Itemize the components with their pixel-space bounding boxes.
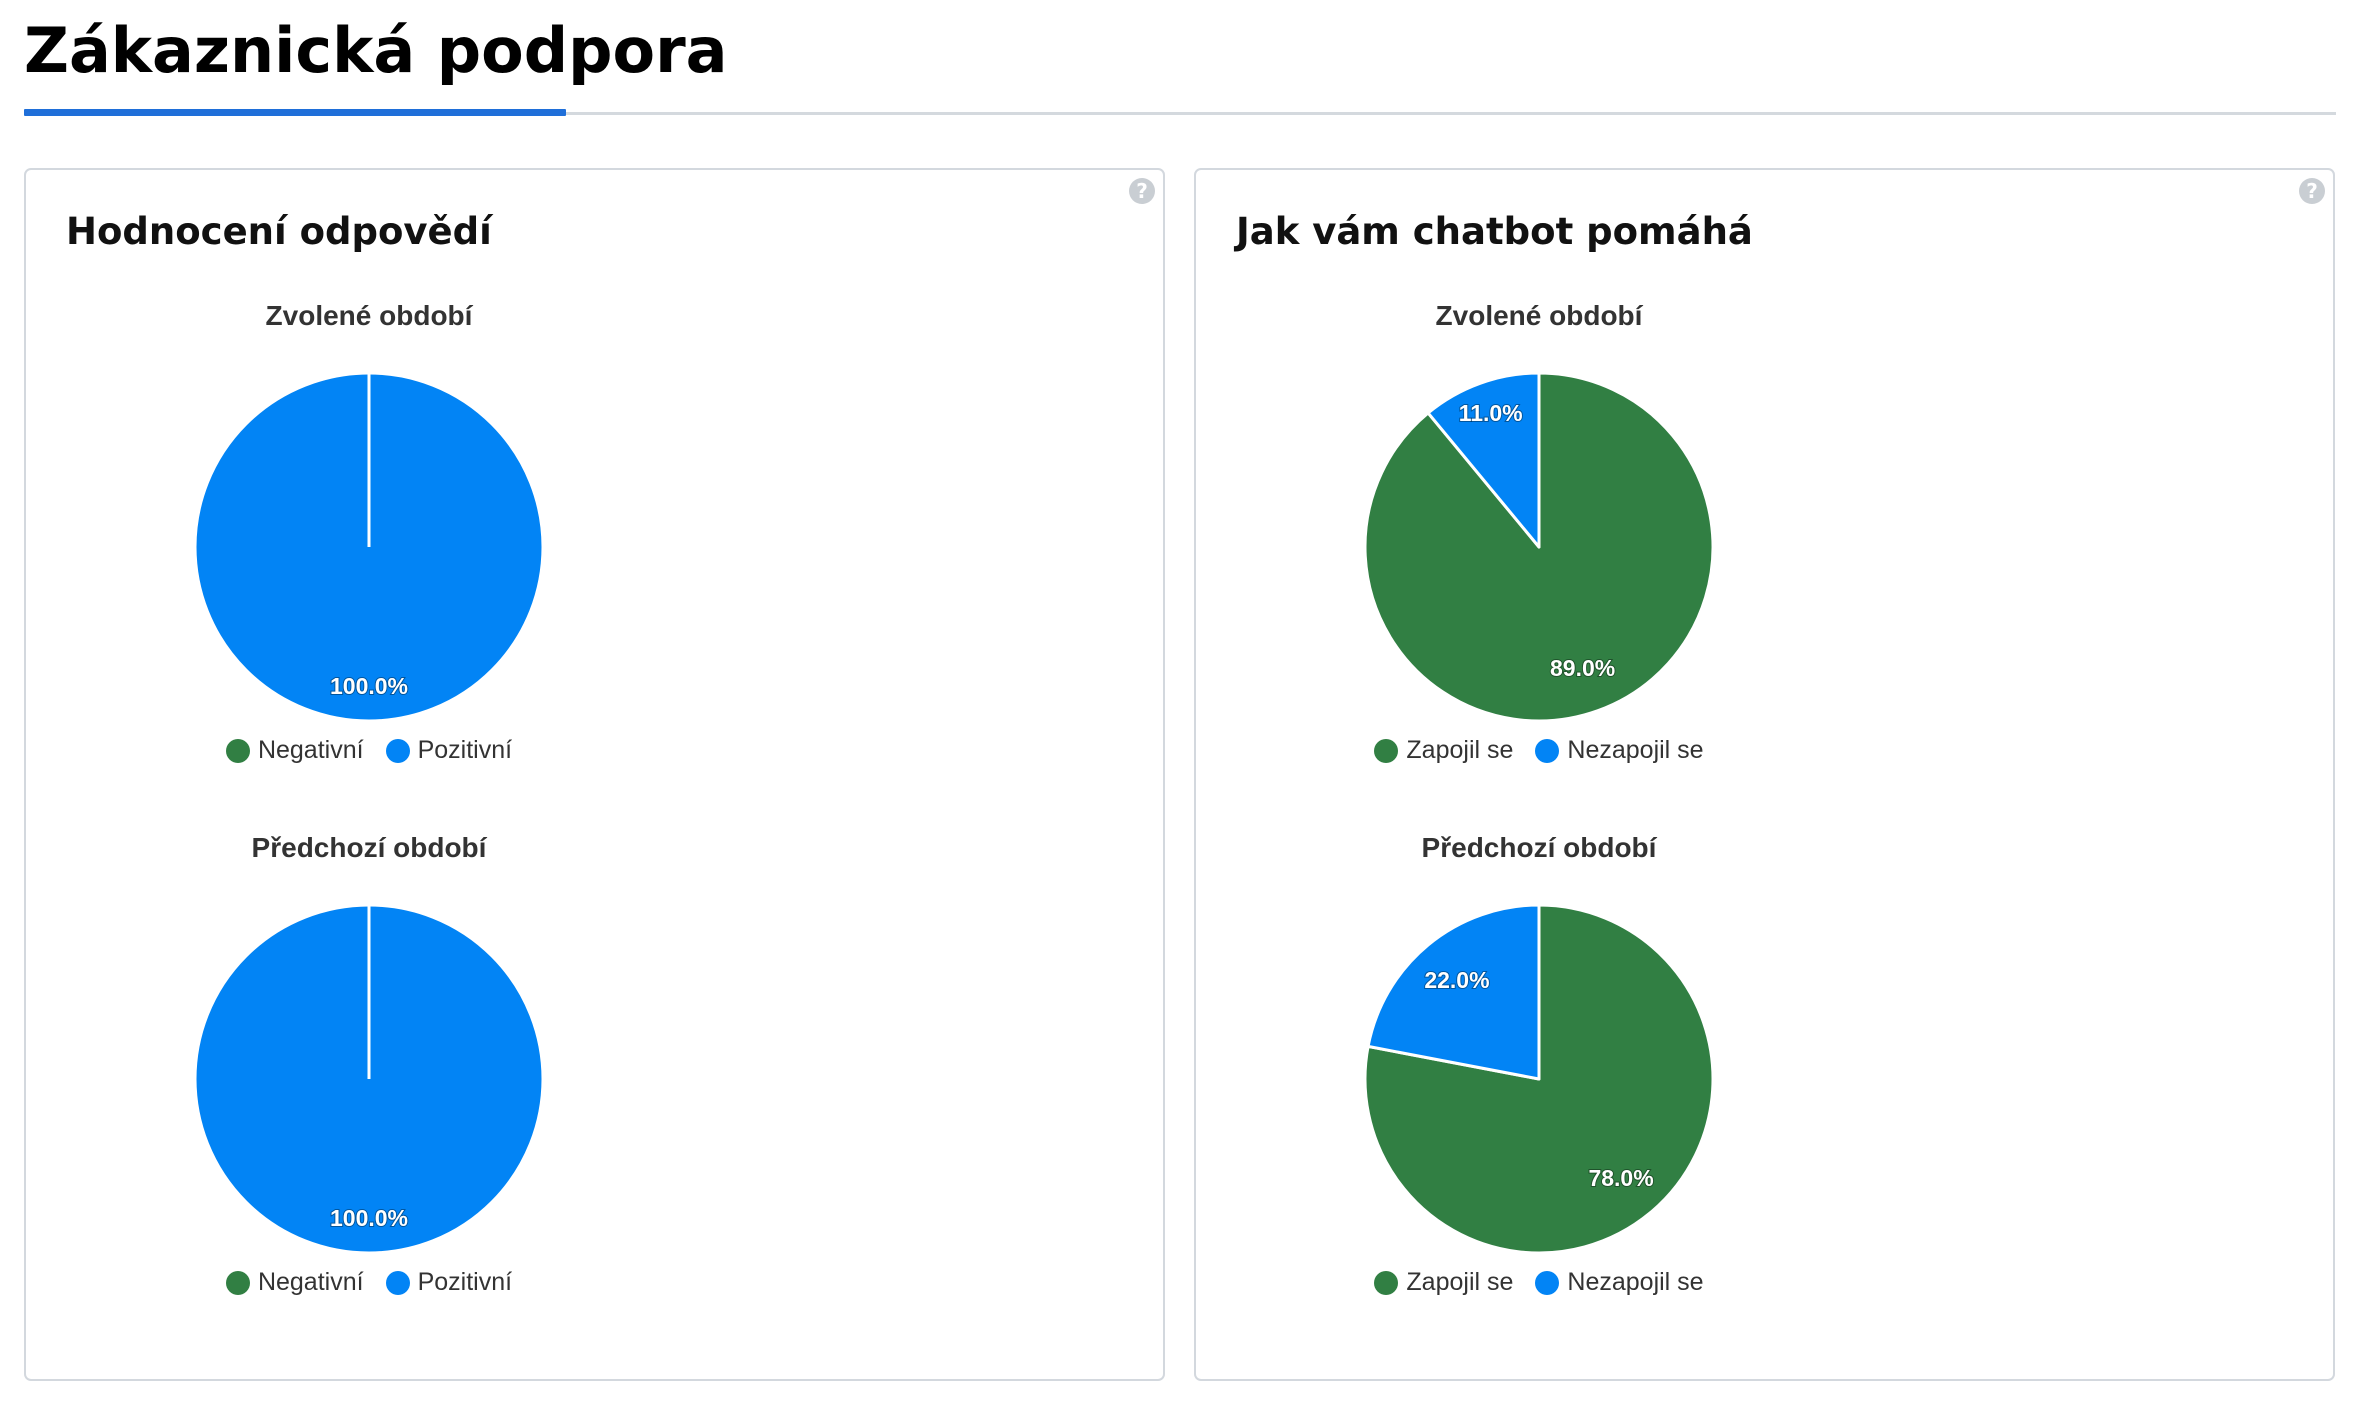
- legend-dot: [385, 1270, 410, 1295]
- pie-chart-block: Zvolené období 89.0% 11.0% Zapojil se Nez…: [1196, 300, 1896, 820]
- question-icon[interactable]: ?: [2299, 178, 2325, 204]
- chart-legend: Zapojil se Nezapojil se: [1196, 736, 1882, 765]
- legend-label: Zapojil se: [1406, 1268, 1514, 1296]
- title-rule-accent: [24, 109, 566, 116]
- legend-item[interactable]: Pozitivní: [385, 736, 513, 765]
- legend-label: Pozitivní: [417, 1268, 513, 1296]
- pie-chart: 78.0% 22.0%: [1363, 903, 1715, 1255]
- data-label: 22.0%: [1424, 967, 1489, 993]
- legend-dot: [1535, 1270, 1560, 1295]
- legend-item[interactable]: Nezapojil se: [1535, 1268, 1704, 1297]
- legend-dot: [1374, 738, 1399, 763]
- legend-item[interactable]: Zapojil se: [1374, 736, 1513, 765]
- pie-chart: 89.0% 11.0%: [1363, 371, 1715, 723]
- data-label: 89.0%: [1550, 655, 1615, 681]
- legend-dot: [225, 1270, 250, 1295]
- legend-item[interactable]: Nezapojil se: [1535, 736, 1704, 765]
- legend-label: Nezapojil se: [1567, 1268, 1704, 1296]
- legend-label: Negativní: [257, 736, 364, 764]
- card-title: Hodnocení odpovědí: [66, 210, 492, 253]
- legend-item[interactable]: Negativní: [225, 1268, 364, 1297]
- data-label: 100.0%: [330, 1205, 408, 1231]
- card-title: Jak vám chatbot pomáhá: [1236, 210, 1753, 253]
- legend-item[interactable]: Negativní: [225, 736, 364, 765]
- legend-label: Negativní: [257, 1268, 364, 1296]
- chart-legend: Negativní Pozitivní: [26, 1268, 712, 1297]
- pie-chart: 100.0%: [193, 903, 545, 1255]
- legend-dot: [1535, 738, 1560, 763]
- chart-legend: Negativní Pozitivní: [26, 736, 712, 765]
- legend-dot: [1374, 1270, 1399, 1295]
- data-label: 11.0%: [1459, 400, 1523, 426]
- data-label: 100.0%: [330, 673, 408, 699]
- card-response-rating: ? Hodnocení odpovědí Zvolené období 100.…: [24, 168, 1165, 1381]
- chart-title: Předchozí období: [251, 832, 487, 863]
- legend-label: Zapojil se: [1406, 736, 1514, 764]
- chart-title: Zvolené období: [265, 300, 473, 331]
- pie-slice[interactable]: [1426, 371, 1541, 549]
- chart-legend: Zapojil se Nezapojil se: [1196, 1268, 1882, 1297]
- data-label: 78.0%: [1588, 1165, 1653, 1191]
- card-chatbot-help: ? Jak vám chatbot pomáhá Zvolené období …: [1194, 168, 2335, 1381]
- question-icon[interactable]: ?: [1129, 178, 1155, 204]
- legend-label: Nezapojil se: [1567, 736, 1704, 764]
- pie-chart-block: Předchozí období 78.0% 22.0% Zapojil se N…: [1196, 832, 1896, 1352]
- legend-item[interactable]: Zapojil se: [1374, 1268, 1513, 1297]
- legend-label: Pozitivní: [417, 736, 513, 764]
- legend-dot: [225, 738, 250, 763]
- legend-item[interactable]: Pozitivní: [385, 1268, 513, 1297]
- chart-title: Zvolené období: [1435, 300, 1643, 331]
- pie-chart-block: Předchozí období 100.0% Negativní Poziti…: [26, 832, 726, 1352]
- legend-dot: [385, 738, 410, 763]
- pie-slice[interactable]: [1366, 903, 1541, 1081]
- title-rule: [24, 112, 2336, 115]
- page-title: Zákaznická podpora: [24, 14, 728, 87]
- chart-title: Předchozí období: [1421, 832, 1657, 863]
- pie-chart-block: Zvolené období 100.0% Negativní Pozitivn…: [26, 300, 726, 820]
- pie-chart: 100.0%: [193, 371, 545, 723]
